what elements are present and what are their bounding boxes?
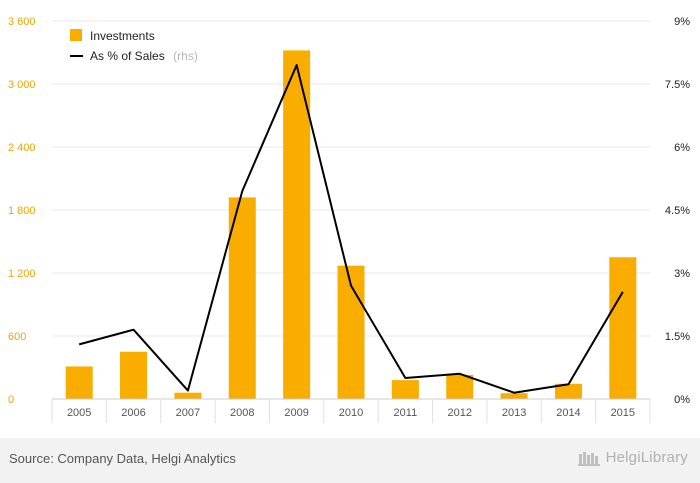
y-right-tick-label: 3% — [674, 268, 690, 280]
x-tick-label: 2010 — [339, 407, 363, 419]
y-left-tick-label: 2 400 — [8, 142, 36, 154]
y-right-tick-label: 0% — [674, 394, 690, 406]
bar-investments — [120, 351, 148, 399]
brand-logo: HelgiLibrary — [577, 449, 688, 466]
x-tick-label: 2009 — [284, 407, 308, 419]
y-axis-left: 0 600 1 200 1 800 2 400 3 000 3 600 — [8, 16, 36, 406]
y-left-tick-label: 3 600 — [8, 16, 36, 28]
y-left-tick-label: 1 800 — [8, 205, 36, 217]
y-left-tick-label: 0 — [8, 394, 14, 406]
x-axis: 2005 2006 2007 2008 2009 2010 2011 2012 2013 2014… — [51, 398, 651, 423]
y-left-tick-label: 600 — [8, 331, 26, 343]
bar-investments — [554, 383, 582, 399]
gridlines — [52, 20, 650, 337]
legend: Investments As % of Sales (rhs) — [70, 29, 198, 64]
bar-investments — [337, 265, 365, 399]
y-right-tick-label: 6% — [674, 142, 690, 154]
line-pct-sales — [78, 64, 624, 394]
y-right-tick-label: 4.5% — [665, 205, 690, 217]
y-axis-right: 0% 1.5% 3% 4.5% 6% 7.5% 9% — [665, 16, 690, 406]
legend-swatch-investments — [70, 29, 82, 41]
x-tick-label: 2013 — [502, 407, 526, 419]
combo-chart: 0 600 1 200 1 800 2 400 3 000 3 600 0% 1.5% 3% 4.… — [8, 16, 690, 423]
y-right-tick-label: 7.5% — [665, 79, 690, 91]
x-tick-label: 2011 — [394, 407, 418, 419]
legend-label-pct-sales-name: As % of Sales — [90, 49, 165, 63]
bar-series-investments — [65, 50, 637, 400]
y-right-tick-label: 9% — [674, 16, 690, 28]
y-right-tick-label: 1.5% — [665, 331, 690, 343]
library-icon — [577, 451, 600, 466]
bar-investments — [609, 257, 637, 399]
legend-label-investments: Investments — [90, 29, 155, 43]
bar-investments — [174, 392, 202, 399]
bar-investments — [500, 393, 528, 399]
y-left-tick-label: 3 000 — [8, 79, 36, 91]
legend-label-pct-sales-suffix: (rhs) — [173, 49, 198, 63]
legend-label-pct-sales: As % of Sales (rhs) — [90, 47, 198, 64]
bar-investments — [283, 50, 311, 400]
bar-investments — [228, 197, 256, 399]
bar-investments — [446, 374, 474, 399]
x-tick-label: 2012 — [447, 407, 471, 419]
source-note: Source: Company Data, Helgi Analytics — [9, 451, 236, 466]
x-tick-label: 2006 — [121, 407, 145, 419]
bar-investments — [65, 366, 93, 399]
y-left-tick-label: 1 200 — [8, 268, 36, 280]
x-tick-label: 2007 — [176, 407, 200, 419]
x-tick-label: 2015 — [611, 407, 635, 419]
x-tick-label: 2014 — [556, 407, 580, 419]
bar-investments — [391, 380, 419, 399]
x-tick-label: 2005 — [67, 407, 91, 419]
x-tick-label: 2008 — [230, 407, 254, 419]
brand-name: HelgiLibrary — [605, 449, 688, 466]
line-series-pct-sales — [78, 64, 624, 394]
